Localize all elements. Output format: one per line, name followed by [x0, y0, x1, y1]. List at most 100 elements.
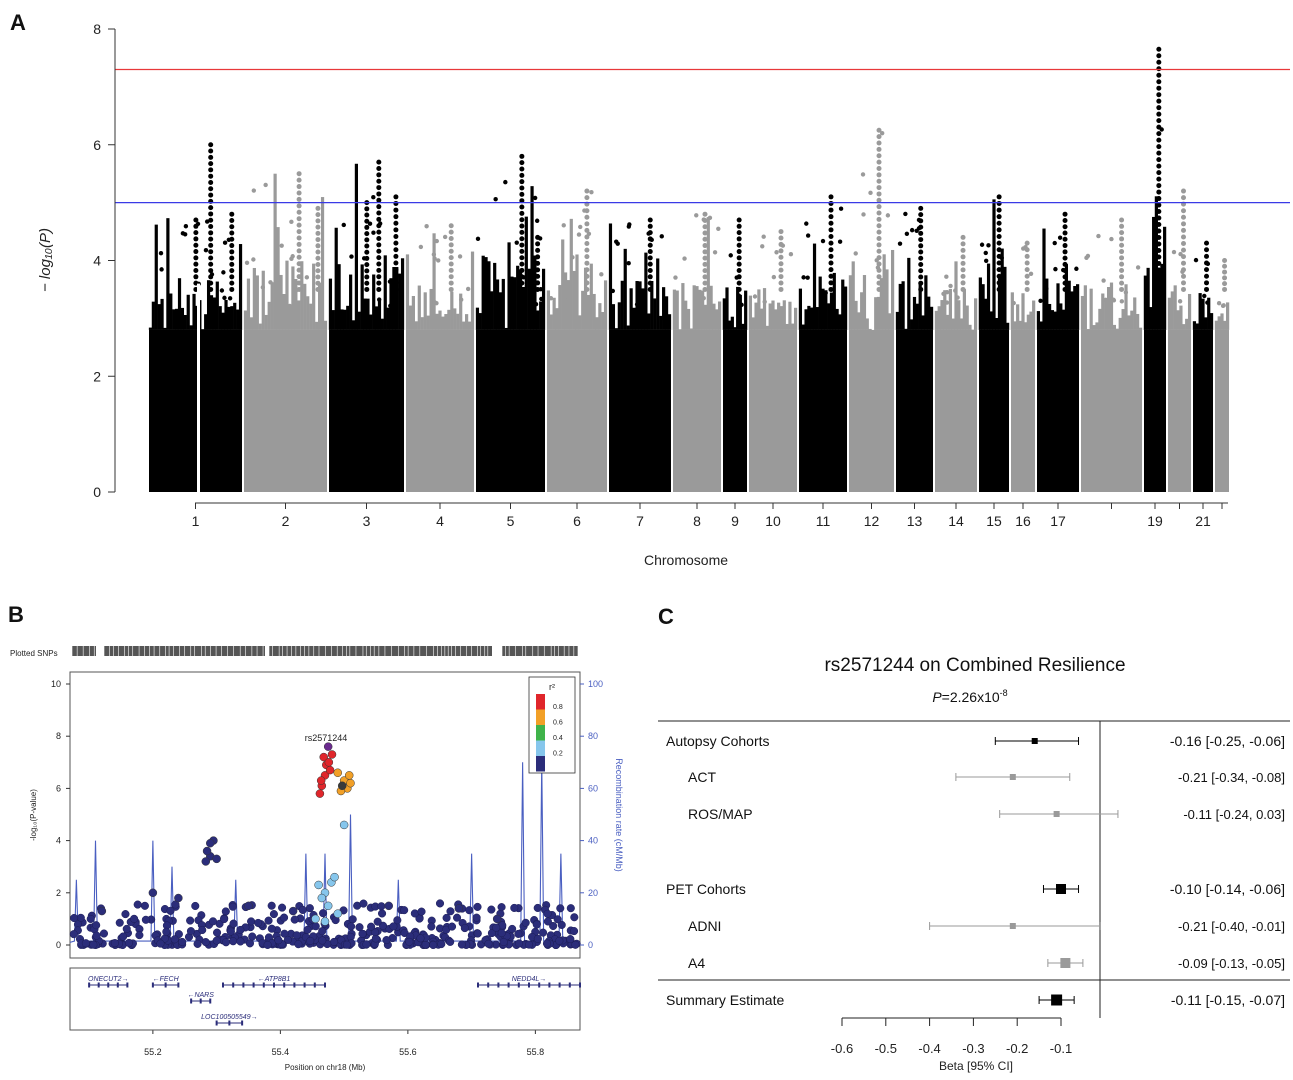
- locus-point: [997, 194, 1002, 199]
- x-tick-label: 4: [436, 513, 444, 529]
- snp-column: [1110, 283, 1113, 330]
- locus-point: [1063, 262, 1068, 267]
- locus-point: [961, 280, 966, 285]
- locus-point: [297, 178, 302, 183]
- snp-column: [715, 309, 718, 330]
- locus-point: [1181, 195, 1186, 200]
- manhattan-x-label: Chromosome: [644, 552, 728, 568]
- snp-column: [946, 315, 949, 330]
- snp-column: [479, 313, 482, 330]
- snp-column: [187, 295, 190, 330]
- locus-point: [1156, 248, 1161, 253]
- snp-column: [684, 301, 687, 330]
- snp-point: [70, 930, 78, 938]
- locus-point: [519, 249, 524, 254]
- forest-x-tick-label: -0.4: [918, 1041, 940, 1056]
- chromosome-band: [1168, 330, 1191, 492]
- snp-point: [729, 253, 733, 257]
- snp-column: [604, 280, 607, 330]
- snp-point: [1101, 278, 1105, 282]
- snp-column: [294, 279, 297, 330]
- locus-point: [193, 243, 198, 248]
- forest-row: Autopsy Cohorts-0.16 [-0.25, -0.06]: [666, 733, 1285, 749]
- locus-point: [1063, 249, 1068, 254]
- locus-point: [877, 274, 882, 279]
- snp-point: [418, 908, 426, 916]
- snp-point-0.2-0.4: [321, 918, 329, 926]
- snp-point: [474, 930, 482, 938]
- snp-point: [228, 296, 232, 300]
- gene-exon: [487, 983, 489, 988]
- locus-point: [918, 274, 923, 279]
- locus-point: [1063, 218, 1068, 223]
- legend-label: 0.4: [553, 735, 563, 742]
- snp-point: [237, 926, 245, 934]
- locus-point: [519, 186, 524, 191]
- snp-point: [1053, 241, 1057, 245]
- locus-point: [449, 268, 454, 273]
- snp-column: [766, 326, 769, 330]
- locus-point: [1119, 281, 1124, 286]
- forest-rows: Autopsy Cohorts-0.16 [-0.25, -0.06]ACT-0…: [666, 733, 1285, 1008]
- locus-point: [193, 255, 198, 260]
- snp-column: [968, 325, 971, 330]
- snp-column: [1070, 291, 1073, 330]
- snp-column: [1215, 321, 1218, 330]
- snp-column: [1136, 314, 1139, 330]
- snp-point-0-0.2: [202, 857, 210, 865]
- snp-column: [659, 316, 662, 330]
- snp-column: [355, 164, 358, 330]
- snp-column: [155, 225, 158, 330]
- locus-point: [997, 280, 1002, 285]
- snp-column: [780, 306, 783, 330]
- locus-point: [703, 287, 708, 292]
- snp-column: [192, 294, 195, 330]
- snp-point: [383, 936, 391, 944]
- snp-column: [1065, 264, 1068, 330]
- snp-column: [324, 321, 327, 330]
- snp-track-segment: [502, 646, 578, 656]
- locus-point: [1156, 144, 1161, 149]
- snp-column: [921, 315, 924, 330]
- chromosome-band: [1193, 330, 1213, 492]
- snp-point: [534, 935, 542, 943]
- snp-column: [230, 306, 233, 330]
- locus-point: [779, 229, 784, 234]
- snp-column: [1048, 304, 1051, 330]
- snp-column: [974, 298, 977, 330]
- gene-exon: [314, 983, 316, 988]
- locus-point: [376, 230, 381, 235]
- locus-point: [703, 231, 708, 236]
- locus-point: [315, 225, 320, 230]
- locus-point: [1204, 260, 1209, 265]
- gene-exon: [273, 983, 275, 988]
- snp-point: [476, 237, 480, 241]
- snp-point: [673, 275, 677, 279]
- snp-column: [771, 301, 774, 330]
- locus-point: [364, 225, 369, 230]
- snp-column: [824, 290, 827, 330]
- y-tick-label: 4: [56, 836, 61, 846]
- forest-row-label: A4: [688, 955, 705, 971]
- gene-exon: [200, 999, 202, 1004]
- snp-column: [233, 303, 236, 330]
- snp-column: [516, 266, 519, 330]
- snp-point: [157, 940, 165, 948]
- locus-point: [297, 190, 302, 195]
- snp-column: [783, 300, 786, 330]
- locus-point: [208, 274, 213, 279]
- snp-point-0.6-0.8: [345, 771, 353, 779]
- snp-point: [306, 937, 314, 945]
- snp-point: [422, 941, 430, 949]
- locus-point: [1222, 287, 1227, 292]
- snp-column: [868, 329, 871, 330]
- snp-point: [222, 938, 230, 946]
- locus-point: [877, 223, 882, 228]
- locus-point: [208, 149, 213, 154]
- locus-point: [1156, 222, 1161, 227]
- gene-label: NEDD4L→: [512, 976, 547, 983]
- locus-point: [648, 255, 653, 260]
- snp-point: [198, 926, 206, 934]
- snp-point: [159, 267, 163, 271]
- forest-estimate: [1010, 774, 1016, 780]
